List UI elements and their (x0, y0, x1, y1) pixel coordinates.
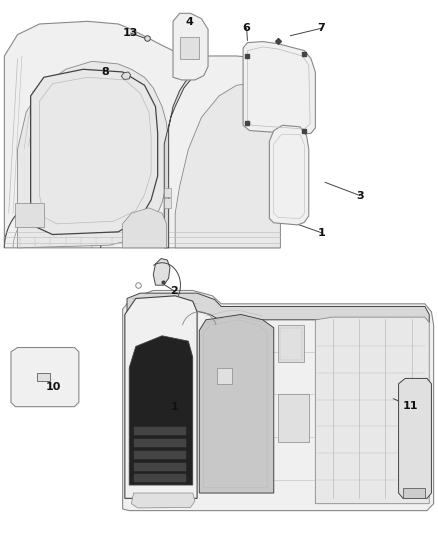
Bar (278, 394, 309, 442)
Polygon shape (18, 61, 169, 248)
Bar (134, 439, 186, 447)
Text: 8: 8 (101, 67, 109, 77)
Bar (403, 488, 425, 498)
Text: 6: 6 (243, 23, 251, 33)
Bar (15, 203, 44, 227)
Bar (134, 451, 186, 459)
Polygon shape (4, 21, 280, 248)
Text: 13: 13 (123, 28, 138, 38)
Polygon shape (129, 336, 193, 485)
Bar (164, 198, 171, 208)
Bar (134, 427, 186, 435)
Polygon shape (243, 42, 315, 134)
Polygon shape (121, 72, 131, 79)
Polygon shape (399, 378, 431, 498)
Bar (164, 188, 171, 197)
Bar (134, 474, 186, 482)
Text: 7: 7 (318, 23, 325, 33)
Bar (180, 37, 199, 59)
Polygon shape (199, 314, 274, 493)
Bar (278, 325, 304, 362)
Text: 10: 10 (45, 383, 61, 392)
Bar (280, 328, 302, 360)
Polygon shape (123, 290, 434, 511)
Polygon shape (269, 125, 309, 225)
Text: 11: 11 (403, 401, 418, 411)
Polygon shape (31, 69, 158, 235)
Polygon shape (125, 296, 197, 498)
Polygon shape (11, 348, 79, 407)
Polygon shape (131, 493, 195, 508)
Polygon shape (127, 293, 429, 322)
Text: 1: 1 (170, 402, 178, 411)
Polygon shape (123, 208, 166, 248)
Polygon shape (164, 77, 193, 248)
Polygon shape (315, 317, 429, 504)
Polygon shape (175, 83, 280, 248)
Text: 3: 3 (356, 191, 364, 200)
Bar (134, 463, 186, 471)
Bar (37, 373, 50, 381)
Text: 1: 1 (318, 228, 326, 238)
Text: 2: 2 (170, 286, 178, 296)
Text: 4: 4 (185, 18, 193, 27)
Bar (217, 368, 232, 384)
Polygon shape (153, 259, 170, 285)
Polygon shape (173, 13, 208, 80)
